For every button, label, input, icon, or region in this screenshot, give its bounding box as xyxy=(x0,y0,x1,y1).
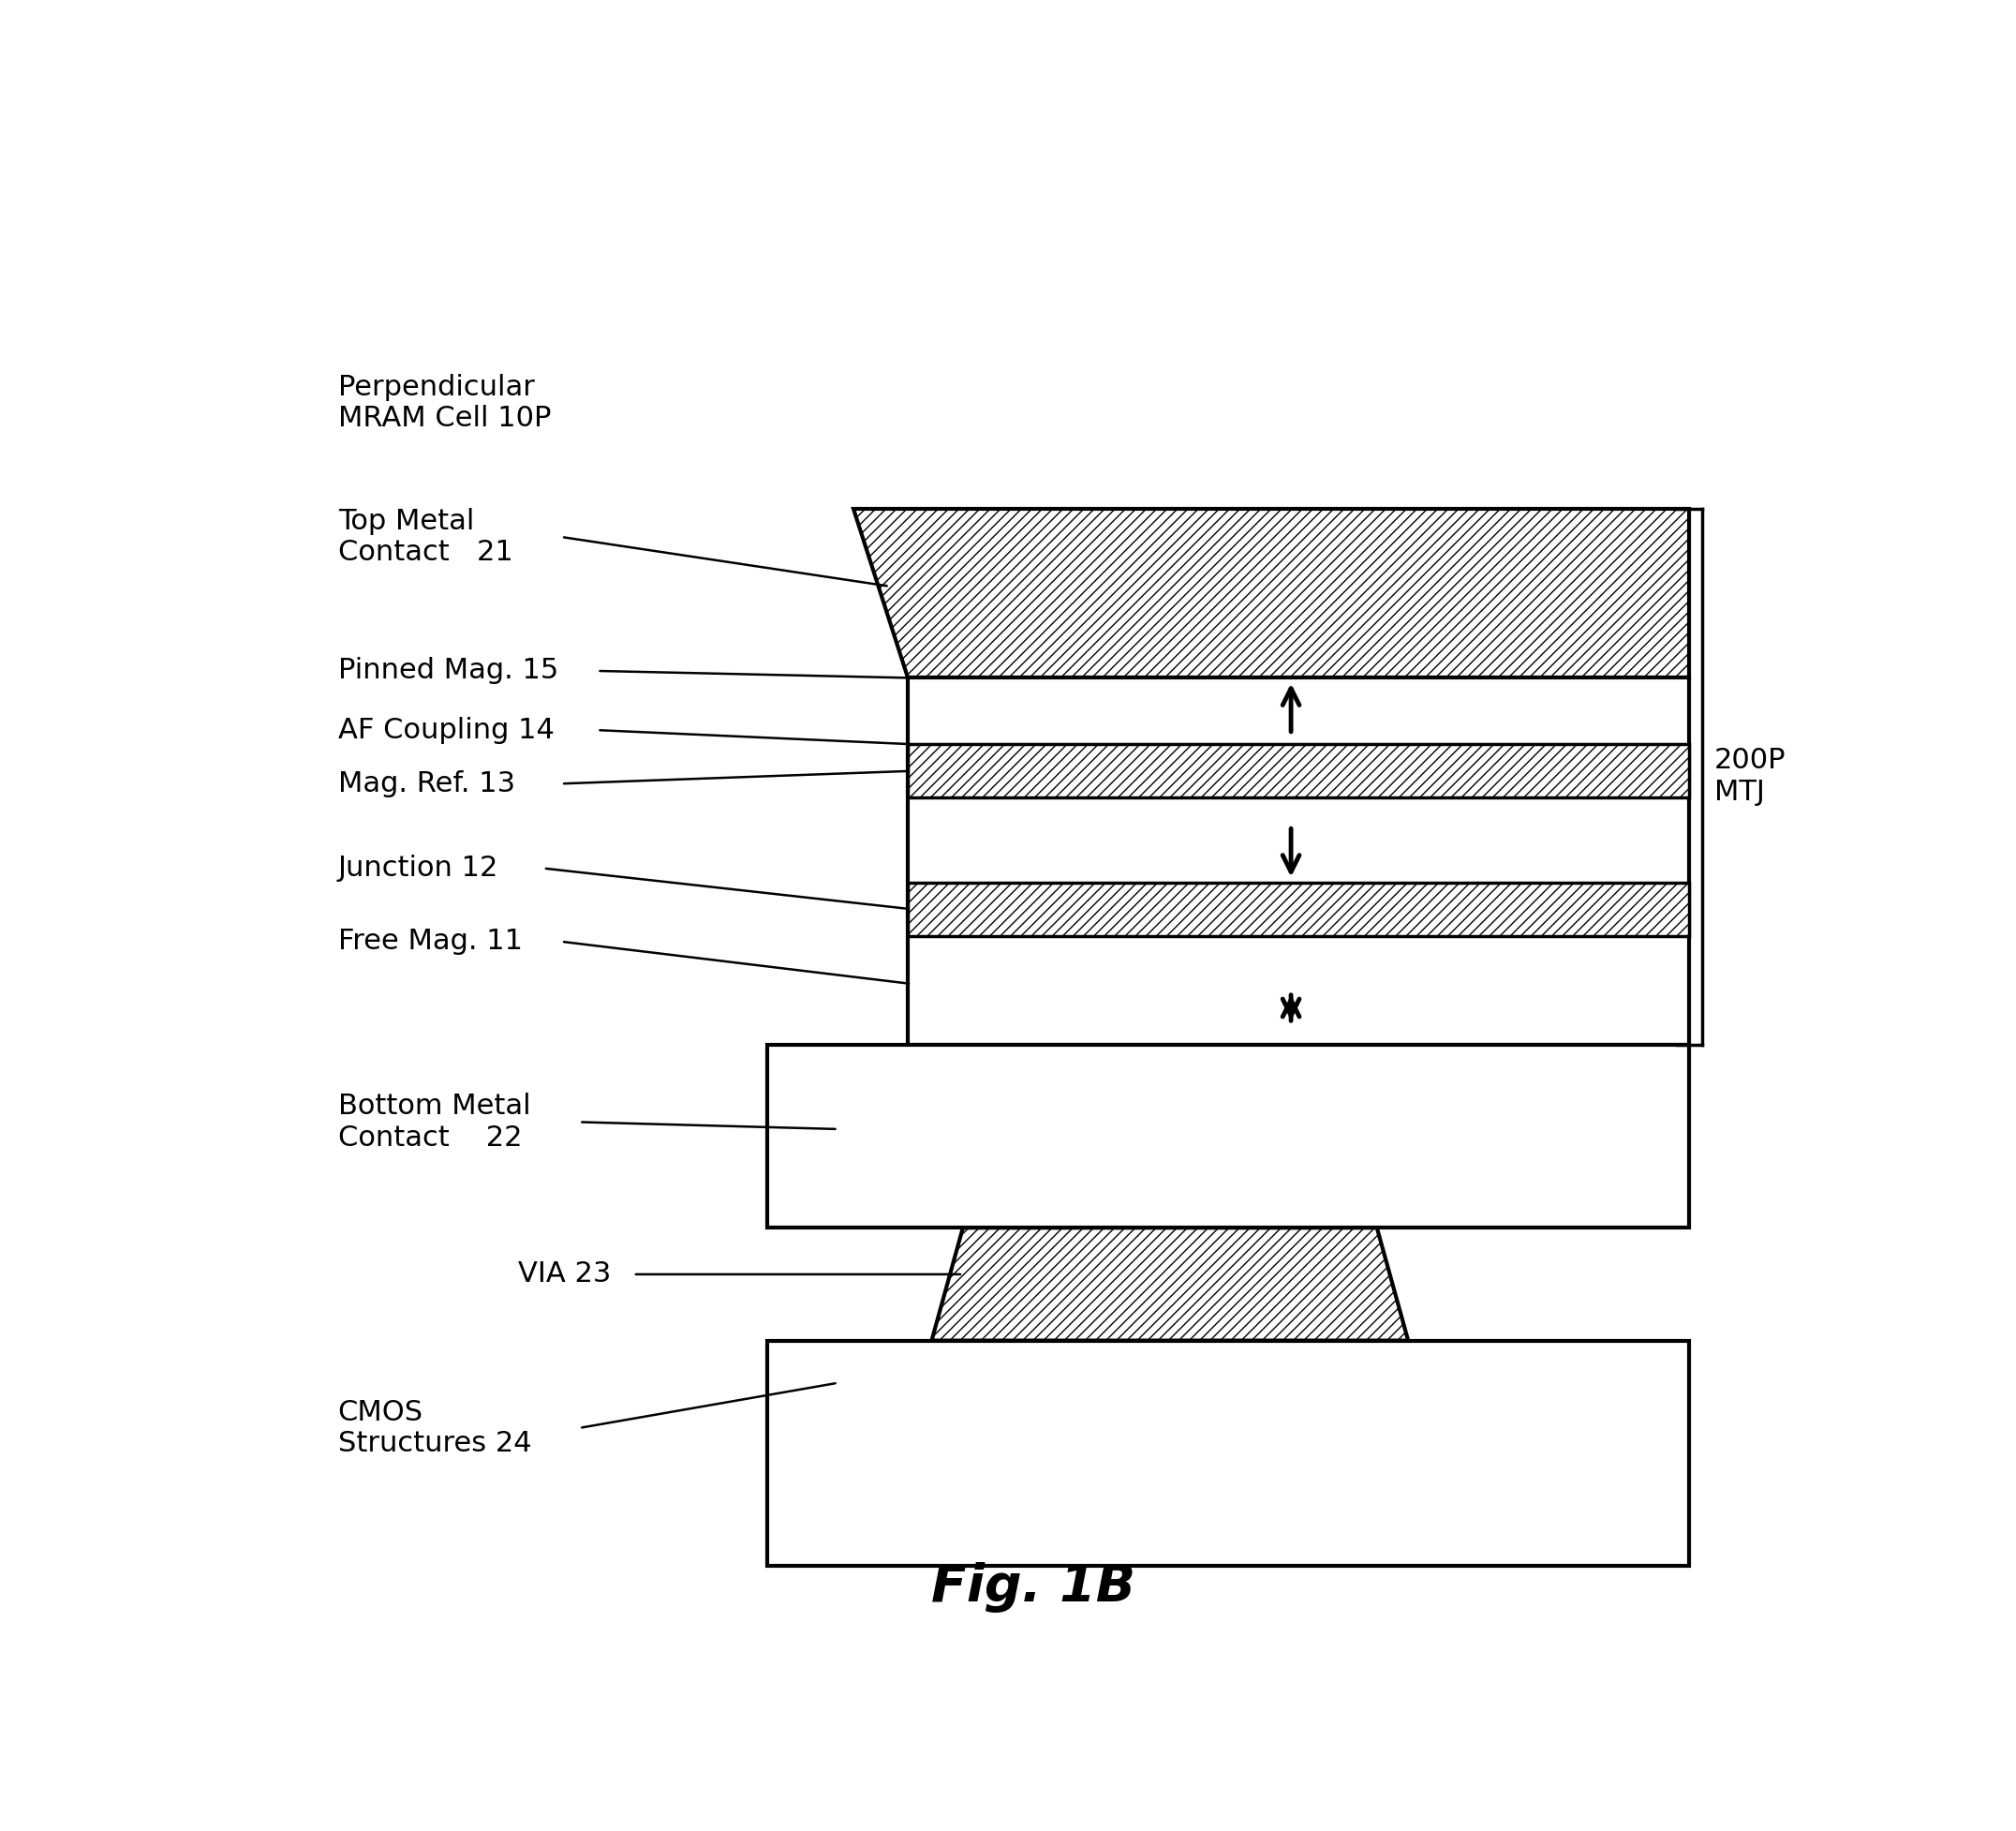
Bar xyxy=(768,1340,1689,1566)
Text: Pinned Mag. 15: Pinned Mag. 15 xyxy=(339,657,558,685)
Text: Fig. 1B: Fig. 1B xyxy=(931,1562,1135,1613)
Text: Perpendicular
MRAM Cell 10P: Perpendicular MRAM Cell 10P xyxy=(339,374,550,432)
Bar xyxy=(907,677,1689,1044)
Text: Junction 12: Junction 12 xyxy=(339,855,498,883)
Text: Top Metal
Contact   21: Top Metal Contact 21 xyxy=(339,507,512,566)
Text: AF Coupling 14: AF Coupling 14 xyxy=(339,716,554,743)
Bar xyxy=(907,883,1689,936)
Text: Free Mag. 11: Free Mag. 11 xyxy=(339,928,522,956)
Text: Bottom Metal
Contact    22: Bottom Metal Contact 22 xyxy=(339,1093,530,1152)
Text: Mag. Ref. 13: Mag. Ref. 13 xyxy=(339,771,516,796)
Polygon shape xyxy=(931,1229,1407,1340)
Polygon shape xyxy=(853,509,1689,677)
Text: CMOS
Structures 24: CMOS Structures 24 xyxy=(339,1399,532,1457)
Text: 200P
MTJ: 200P MTJ xyxy=(1714,747,1786,806)
Text: VIA 23: VIA 23 xyxy=(518,1262,611,1287)
Bar xyxy=(907,743,1689,798)
Bar xyxy=(768,1044,1689,1229)
